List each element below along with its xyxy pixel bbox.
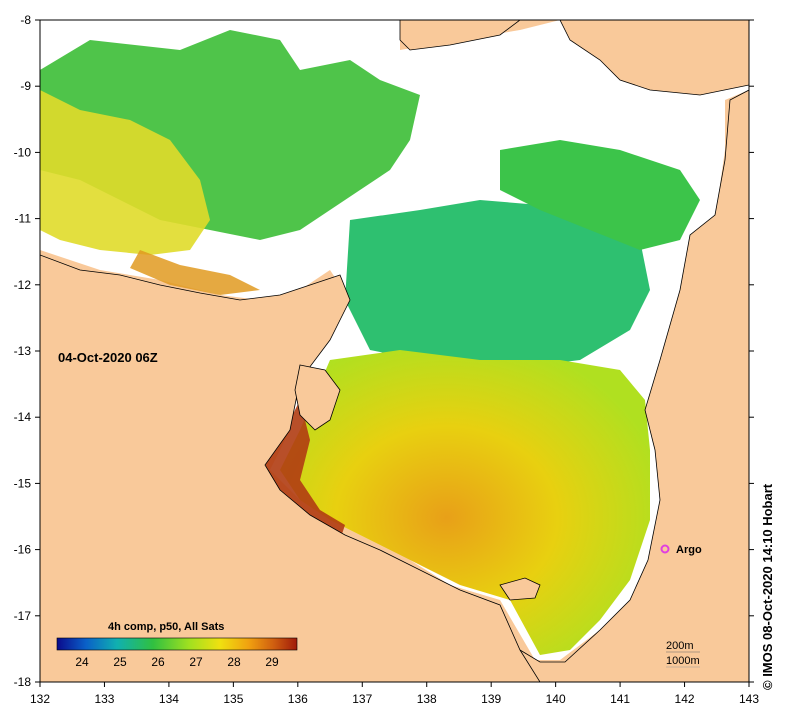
legend-tick-label: 24	[75, 655, 89, 669]
depth-label-1000m: 1000m	[666, 655, 700, 667]
lon-tick-label: 140	[546, 692, 566, 706]
timestamp-label: 04-Oct-2020 06Z	[58, 350, 158, 365]
land-mornington-island	[499, 577, 541, 601]
sst-field-nw-orange	[130, 250, 260, 295]
lat-tick-label: -17	[14, 609, 32, 623]
lat-tick-label: -14	[14, 410, 32, 424]
land-arnhem	[40, 254, 541, 682]
legend-tick-label: 29	[265, 655, 279, 669]
lat-tick-label: -11	[15, 212, 32, 226]
lon-tick-label: 137	[352, 692, 372, 706]
depth-label-200m: 200m	[666, 640, 694, 652]
lat-tick-label: -15	[14, 476, 32, 490]
lat-tick-label: -9	[20, 79, 31, 93]
lat-tick-label: -12	[14, 278, 32, 292]
legend-tick-label: 27	[189, 655, 203, 669]
sst-field-gulf	[280, 350, 650, 655]
lat-tick-label: -18	[14, 675, 32, 689]
lon-axis: 132 133 134 135 136 137 138 139 140 141 142 143	[30, 682, 759, 706]
lat-tick-label: -8	[20, 13, 31, 27]
argo-label: Argo	[676, 544, 702, 556]
legend-colorbar	[56, 637, 298, 651]
sst-field-east-green	[500, 140, 700, 250]
legend-tick-label: 28	[227, 655, 241, 669]
legend-tick-label: 26	[151, 655, 165, 669]
land-groote-island	[294, 364, 341, 431]
lon-tick-label: 133	[94, 692, 114, 706]
lon-tick-label: 134	[159, 692, 179, 706]
lon-tick-label: 136	[288, 692, 308, 706]
lat-tick-label: -13	[14, 344, 32, 358]
lon-tick-label: 139	[481, 692, 501, 706]
sst-field-nw-yellow	[40, 90, 210, 255]
lon-tick-label: 143	[739, 692, 759, 706]
lon-tick-label: 135	[223, 692, 243, 706]
lat-tick-label: -16	[14, 543, 32, 557]
lon-tick-label: 138	[417, 692, 437, 706]
lon-tick-label: 142	[675, 692, 695, 706]
lon-tick-label: 141	[610, 692, 630, 706]
lat-axis: -8 -9 -10 -11 -12 -13 -14 -15 -16 -17 -18	[14, 13, 754, 689]
imos-credit: © IMOS 08-Oct-2020 14:10 Hobart	[760, 483, 775, 690]
argo-float-marker	[660, 544, 670, 554]
lon-tick-label: 132	[30, 692, 50, 706]
legend-tick-label: 25	[113, 655, 127, 669]
lat-tick-label: -10	[14, 145, 32, 159]
legend-ticks: 24 25 26 27 28 29	[75, 655, 279, 669]
sst-field-central	[345, 200, 650, 370]
legend-title: 4h comp, p50, All Sats	[108, 621, 224, 633]
land-new-guinea	[399, 20, 749, 96]
